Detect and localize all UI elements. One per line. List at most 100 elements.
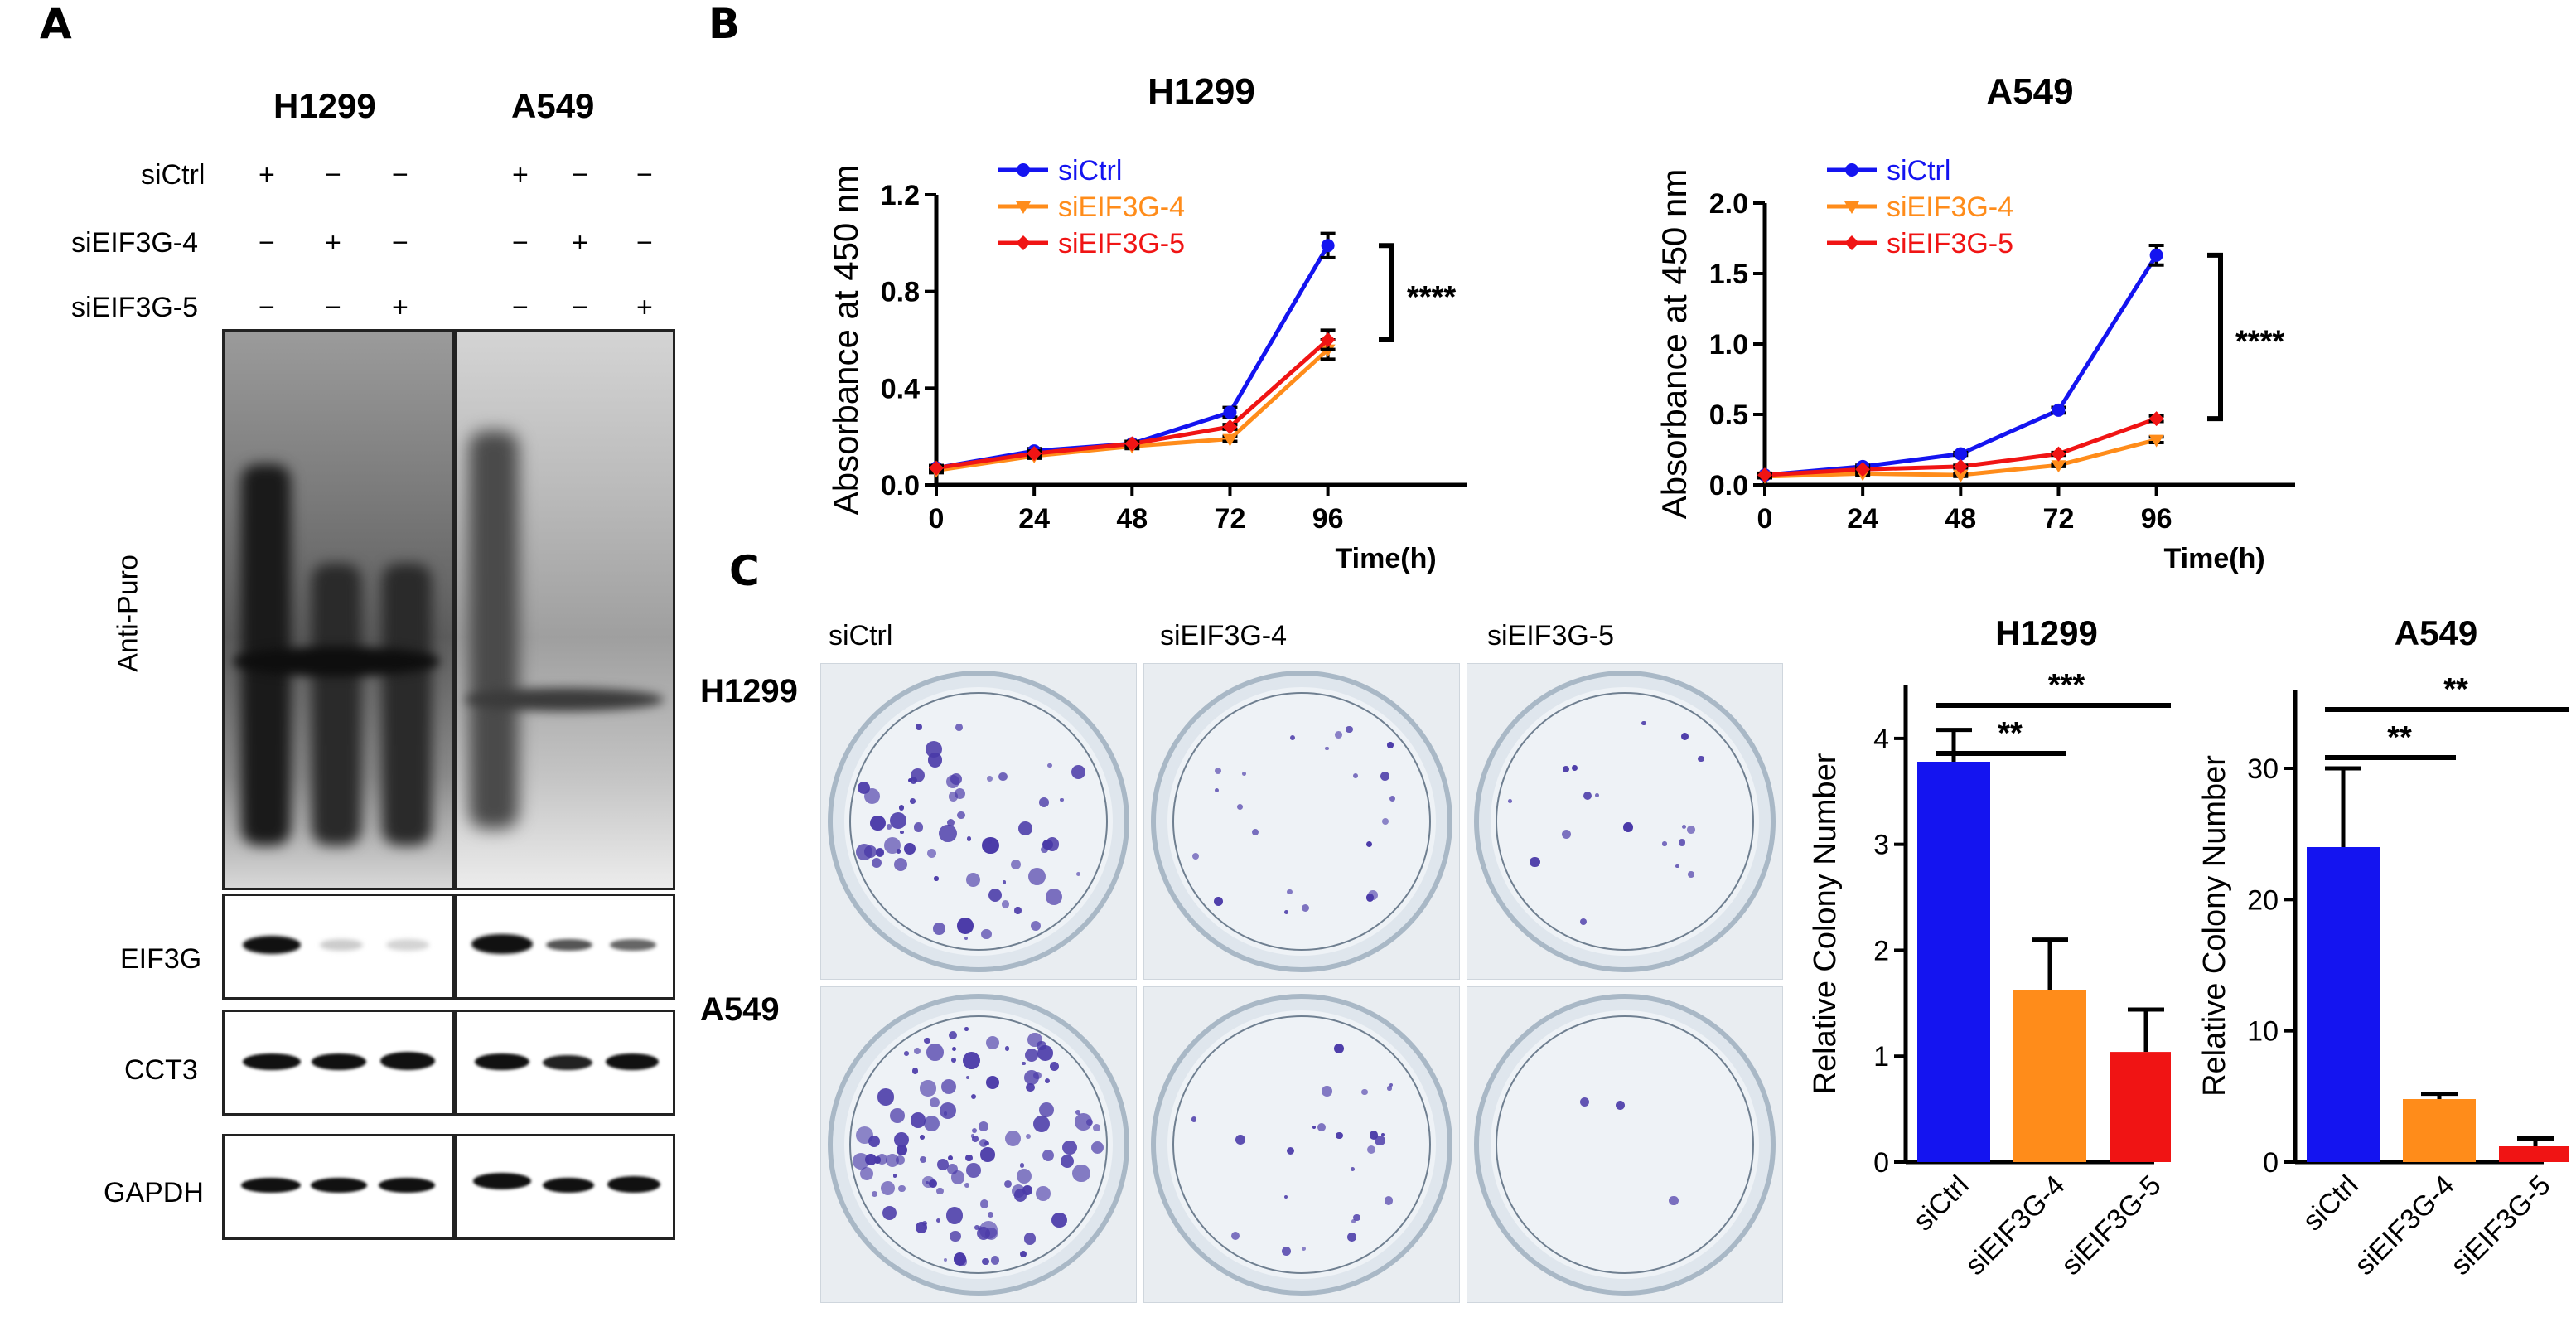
colony-spot xyxy=(939,824,957,843)
data-point xyxy=(1027,446,1042,462)
chart-title: H1299 xyxy=(1995,613,2098,652)
bar xyxy=(2307,847,2380,1162)
colony-spot xyxy=(1301,1247,1306,1252)
colony-spot xyxy=(986,1076,1000,1090)
colony-spot xyxy=(898,1184,906,1193)
treatment-sign: + xyxy=(636,292,653,323)
colony-spot xyxy=(893,858,908,872)
y-tick-label: 10 xyxy=(2247,1016,2279,1048)
x-tick-label: 0 xyxy=(1757,503,1773,535)
y-tick-label: 4 xyxy=(1873,724,1889,755)
colony-spot xyxy=(939,1102,956,1120)
colony-spot xyxy=(1317,1123,1326,1132)
colony-spot xyxy=(889,1108,905,1124)
y-tick-label: 1 xyxy=(1873,1041,1889,1073)
colony-spot xyxy=(933,923,946,936)
colony-spot xyxy=(1002,880,1007,884)
colony-spot xyxy=(885,1153,899,1168)
colony-spot xyxy=(904,843,916,855)
dish-well xyxy=(1172,692,1431,951)
colony-spot xyxy=(924,1038,930,1044)
y-tick-label: 0.0 xyxy=(881,470,920,501)
y-axis-label: Absorbance at 450 nm xyxy=(1655,169,1694,520)
colony-spot xyxy=(870,815,886,831)
colony-spot xyxy=(985,1035,1000,1049)
colony-spot xyxy=(1044,1078,1051,1084)
significance-label: **** xyxy=(2235,325,2284,360)
colony-spot xyxy=(1662,841,1667,846)
colony-spot xyxy=(1062,1140,1078,1155)
colony-spot xyxy=(979,1220,998,1239)
colony-spot xyxy=(1252,829,1259,836)
colony-spot xyxy=(946,775,960,789)
colony-spot xyxy=(971,1128,978,1134)
y-tick-label: 2 xyxy=(1873,935,1889,966)
colony-spot xyxy=(1375,1135,1385,1146)
data-point xyxy=(2052,403,2066,417)
colony-spot xyxy=(947,818,955,826)
colony-spot xyxy=(1284,909,1289,914)
treatment-sign: − xyxy=(259,292,275,323)
treatment-sign: − xyxy=(636,159,653,191)
colony-spot xyxy=(1010,859,1022,869)
treatment-sign: − xyxy=(512,292,529,323)
bar xyxy=(2403,1099,2476,1162)
colony-spot xyxy=(1353,1213,1361,1222)
colony-spot xyxy=(1031,921,1042,932)
category-label: siEIF3G-5 xyxy=(2445,1170,2557,1281)
colony-spot xyxy=(920,1080,936,1097)
colony-spot xyxy=(998,772,1008,782)
colony-spot xyxy=(1046,889,1063,906)
colony-spot xyxy=(1019,1163,1025,1168)
colony-spot xyxy=(987,775,993,782)
colony-spot xyxy=(930,1097,940,1108)
treatment-sign: − xyxy=(392,159,408,191)
treatment-sign: − xyxy=(512,227,529,259)
colony-spot xyxy=(1286,1147,1295,1155)
panel-label-b: B xyxy=(708,0,741,48)
colony-spot xyxy=(1507,798,1512,803)
x-tick-label: 96 xyxy=(2141,503,2172,535)
treatment-sign: − xyxy=(572,159,588,191)
row-label-sieif3g-4: siEIF3G-4 xyxy=(71,227,199,259)
data-point xyxy=(2149,248,2163,262)
colony-spot xyxy=(1001,900,1010,909)
row-label-sictrl: siCtrl xyxy=(141,159,205,191)
colony-spot xyxy=(1698,756,1704,763)
blot-label-gapdh: GAPDH xyxy=(104,1177,204,1208)
colony-spot xyxy=(1019,1250,1027,1257)
data-point xyxy=(1954,447,1968,461)
bar xyxy=(1917,762,1990,1162)
colony-spot xyxy=(1312,1126,1317,1130)
colony-spot xyxy=(910,768,926,783)
x-tick-label: 0 xyxy=(929,503,945,535)
y-tick-label: 0 xyxy=(2263,1147,2279,1179)
dish-well xyxy=(1172,1015,1431,1274)
blot-eif3g-a549 xyxy=(454,894,675,1000)
colony-spot xyxy=(909,798,916,805)
colony-spot xyxy=(1016,1168,1032,1184)
colony-spot xyxy=(1072,1164,1090,1183)
chart-title: A549 xyxy=(1986,71,2073,112)
category-label: siCtrl xyxy=(2297,1170,2365,1237)
colony-dish xyxy=(1143,663,1460,980)
colony-spot xyxy=(915,723,922,730)
data-point xyxy=(2051,446,2066,462)
colony-spot xyxy=(964,1027,969,1032)
colony-spot xyxy=(1366,840,1373,847)
line-chart-h1299: 0.0 0.4 0.8 1.2 0 24 48 72 96 H1299 Time(h) Absorba… xyxy=(826,71,1467,574)
treatment-sign: − xyxy=(259,227,275,259)
colony-spot xyxy=(922,1175,935,1189)
colony-spot xyxy=(987,1211,994,1218)
y-tick-label: 30 xyxy=(2247,753,2279,785)
colony-spot xyxy=(1681,733,1689,741)
colony-spot xyxy=(957,1256,968,1266)
colony-spot xyxy=(914,822,924,832)
significance-label: *** xyxy=(2048,668,2085,703)
colony-spot xyxy=(1361,1089,1368,1096)
colony-spot xyxy=(1352,772,1359,779)
colony-spot xyxy=(1041,845,1048,853)
colony-col-sieif3g-4: siEIF3G-4 xyxy=(1160,620,1288,651)
colony-spot xyxy=(886,824,892,830)
colony-spot xyxy=(1678,839,1686,846)
